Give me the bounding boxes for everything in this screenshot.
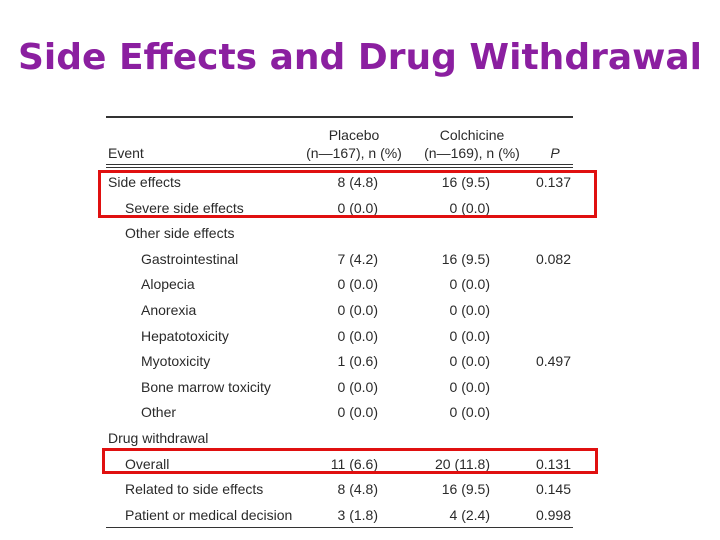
colchicine-value: 0 (0.0)	[449, 199, 490, 216]
table-row: Severe side effects 0 (0.0) 0 (0.0)	[106, 196, 573, 222]
placebo-value: 0 (0.0)	[337, 301, 378, 318]
p-value: 0.145	[535, 481, 571, 498]
slide-title: Side Effects and Drug Withdrawal	[17, 37, 703, 78]
table-bottom-rule	[106, 527, 573, 528]
header-colchicine-line2: (n—169), n (%)	[424, 145, 520, 161]
colchicine-value: 16 (9.5)	[441, 481, 490, 498]
colchicine-value: 0 (0.0)	[449, 378, 490, 395]
placebo-value: 0 (0.0)	[337, 327, 378, 344]
placebo-value: 3 (1.8)	[337, 506, 378, 523]
colchicine-value: 20 (11.8)	[435, 455, 490, 472]
header-colchicine-line1: Colchicine	[439, 127, 505, 143]
placebo-value: 11 (6.6)	[330, 455, 378, 472]
table-row: Bone marrow toxicity 0 (0.0) 0 (0.0)	[106, 375, 573, 401]
placebo-value: 0 (0.0)	[337, 404, 378, 421]
table-row: Other side effects	[106, 221, 573, 247]
colchicine-value: 0 (0.0)	[449, 327, 490, 344]
row-label: Other side effects	[125, 225, 235, 242]
side-effects-table: Event Placebo (n—167), n (%) Colchicine …	[106, 116, 573, 530]
colchicine-value: 16 (9.5)	[441, 174, 490, 190]
placebo-value: 1 (0.6)	[337, 353, 378, 370]
placebo-value: 0 (0.0)	[337, 378, 378, 395]
header-rule	[106, 167, 573, 168]
header-colchicine: Colchicine (n—169), n (%)	[416, 126, 528, 162]
table-row: Anorexia 0 (0.0) 0 (0.0)	[106, 298, 573, 324]
table-row: Myotoxicity 1 (0.6) 0 (0.0) 0.497	[106, 349, 573, 375]
row-label: Gastrointestinal	[141, 250, 239, 267]
table-row: Drug withdrawal	[106, 426, 573, 452]
colchicine-value: 0 (0.0)	[449, 353, 490, 370]
row-label: Drug withdrawal	[108, 429, 209, 446]
placebo-value: 7 (4.2)	[337, 250, 378, 267]
table-body: Side effects 8 (4.8) 16 (9.5) 0.137 Seve…	[106, 170, 573, 528]
placebo-value: 8 (4.8)	[337, 174, 378, 190]
table-row: Overall 11 (6.6) 20 (11.8) 0.131	[106, 452, 573, 478]
side-effects-highlight-box	[98, 170, 597, 218]
row-label: Overall	[125, 455, 170, 472]
header-p-value: P	[550, 145, 560, 161]
table-row: Alopecia 0 (0.0) 0 (0.0)	[106, 272, 573, 298]
table-row: Gastrointestinal 7 (4.2) 16 (9.5) 0.082	[106, 247, 573, 273]
placebo-value: 0 (0.0)	[337, 199, 378, 216]
table-row: Related to side effects 8 (4.8) 16 (9.5)…	[106, 477, 573, 503]
table-row: Other 0 (0.0) 0 (0.0)	[106, 400, 573, 426]
p-value: 0.137	[535, 174, 571, 190]
placebo-value: 8 (4.8)	[337, 481, 378, 498]
p-value: 0.082	[535, 250, 571, 267]
overall-withdrawal-highlight-box	[102, 448, 598, 474]
placebo-value: 0 (0.0)	[337, 276, 378, 293]
p-value: 0.998	[535, 506, 571, 523]
header-rule	[106, 164, 573, 165]
row-label: Severe side effects	[125, 199, 244, 216]
header-event: Event	[108, 145, 144, 161]
p-value: 0.131	[535, 455, 571, 472]
table-row: Side effects 8 (4.8) 16 (9.5) 0.137	[106, 170, 573, 196]
table-row: Hepatotoxicity 0 (0.0) 0 (0.0)	[106, 324, 573, 350]
colchicine-value: 0 (0.0)	[449, 276, 490, 293]
colchicine-value: 0 (0.0)	[449, 301, 490, 318]
colchicine-value: 4 (2.4)	[449, 506, 490, 523]
row-label: Myotoxicity	[141, 353, 211, 370]
colchicine-value: 16 (9.5)	[441, 250, 490, 267]
row-label: Anorexia	[141, 301, 197, 318]
row-label: Related to side effects	[125, 481, 264, 498]
row-label: Side effects	[108, 174, 181, 190]
colchicine-value: 0 (0.0)	[449, 404, 490, 421]
table-header: Event Placebo (n—167), n (%) Colchicine …	[106, 124, 573, 164]
row-label: Alopecia	[141, 276, 195, 293]
p-value: 0.497	[535, 353, 571, 370]
row-label: Hepatotoxicity	[141, 327, 229, 344]
table-row: Patient or medical decision 3 (1.8) 4 (2…	[106, 503, 573, 529]
row-label: Other	[141, 404, 177, 421]
header-placebo: Placebo (n—167), n (%)	[304, 126, 404, 162]
row-label: Patient or medical decision	[125, 506, 293, 523]
header-placebo-line1: Placebo	[328, 127, 380, 143]
row-label: Bone marrow toxicity	[141, 378, 271, 395]
header-placebo-line2: (n—167), n (%)	[306, 145, 402, 161]
table-top-rule	[106, 116, 573, 118]
